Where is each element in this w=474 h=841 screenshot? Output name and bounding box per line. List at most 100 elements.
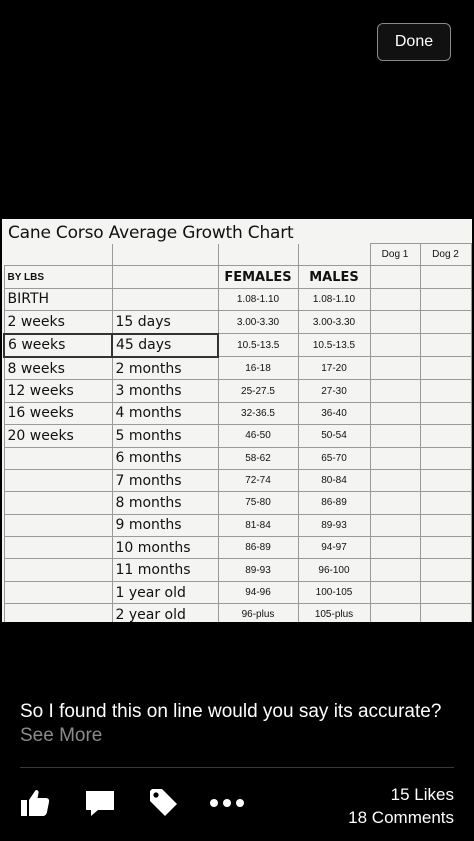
- dog-header-row: Dog 1 Dog 2: [4, 242, 472, 267]
- age-cell: 3 months: [111, 379, 219, 403]
- table-row: 6 weeks 45 days 10.5-13.5 10.5-13.5: [3, 332, 472, 358]
- females-cell: 1.08-1.10: [217, 287, 299, 312]
- caption-text: So I found this on line would you say it…: [20, 701, 442, 722]
- females-cell: 32-36.5: [217, 401, 299, 426]
- comment-icon[interactable]: [82, 785, 118, 821]
- table-row: BIRTH 1.08-1.10 1.08-1.10: [3, 287, 472, 312]
- divider: [20, 767, 454, 768]
- females-cell: 3.00-3.30: [217, 310, 299, 335]
- age-cell: [111, 287, 219, 312]
- males-cell: 94-97: [297, 536, 371, 560]
- like-icon[interactable]: [18, 785, 54, 821]
- tag-icon[interactable]: [146, 785, 182, 821]
- dog-1-header: Dog 1: [369, 242, 421, 267]
- dog-2-cell: [419, 356, 472, 381]
- dog-2-cell: [419, 513, 472, 538]
- dog-2-cell: [419, 603, 472, 622]
- dog-1-cell: [369, 446, 421, 470]
- more-icon[interactable]: [208, 785, 248, 821]
- age-cell: 15 days: [111, 310, 219, 335]
- dog-2-header: Dog 2: [419, 242, 472, 267]
- table-row: 10 months 86-89 94-97: [3, 536, 472, 560]
- table-row: 7 months 72-74 80-84: [3, 468, 472, 493]
- females-cell: 58-62: [217, 446, 299, 470]
- dog-1-cell: [369, 580, 421, 605]
- males-cell: 105-plus: [297, 603, 371, 622]
- dog-2-cell: [419, 536, 472, 560]
- females-header: FEMALES: [217, 265, 299, 289]
- age-cell: 2 year old: [111, 603, 219, 622]
- lbs-cell: [3, 513, 113, 538]
- males-cell: 96-100: [297, 558, 371, 582]
- females-cell: 16-18: [217, 356, 299, 381]
- table-row: 20 weeks 5 months 46-50 50-54: [3, 424, 472, 448]
- age-cell: 7 months: [111, 468, 219, 493]
- age-cell: 8 months: [111, 491, 219, 515]
- dog-1-cell: [369, 536, 421, 560]
- lbs-cell: 2 weeks: [3, 310, 113, 335]
- dog-2-cell: [419, 468, 472, 493]
- table-row: 2 weeks 15 days 3.00-3.30 3.00-3.30: [3, 310, 472, 335]
- likes-count[interactable]: 15 Likes: [390, 785, 454, 804]
- lbs-cell: BIRTH: [3, 287, 113, 312]
- table-row: 12 weeks 3 months 25-27.5 27-30: [3, 379, 472, 403]
- age-cell: 45 days: [111, 332, 219, 358]
- table-row: 16 weeks 4 months 32-36.5 36-40: [3, 401, 472, 426]
- lbs-cell: [3, 536, 113, 560]
- table-row: 8 weeks 2 months 16-18 17-20: [3, 356, 472, 381]
- table-row: 11 months 89-93 96-100: [3, 558, 472, 582]
- dog-2-cell: [419, 401, 472, 426]
- age-cell: 4 months: [111, 401, 219, 426]
- engagement-counts: 15 Likes 18 Comments: [348, 783, 454, 829]
- females-cell: 89-93: [217, 558, 299, 582]
- dog-1-cell: [369, 603, 421, 622]
- age-cell: 6 months: [111, 446, 219, 470]
- males-cell: 65-70: [297, 446, 371, 470]
- males-cell: 86-89: [297, 491, 371, 515]
- lbs-cell: 16 weeks: [3, 401, 113, 426]
- done-button[interactable]: Done: [377, 23, 451, 61]
- males-cell: 80-84: [297, 468, 371, 493]
- dog-1-cell: [369, 333, 421, 358]
- females-cell: 72-74: [217, 468, 299, 493]
- by-lbs-header: BY LBS: [3, 265, 113, 289]
- dog-1-cell: [369, 401, 421, 426]
- table-row: 9 months 81-84 89-93: [3, 513, 472, 538]
- females-cell: 46-50: [217, 424, 299, 448]
- comments-count[interactable]: 18 Comments: [348, 808, 454, 827]
- table-row: 8 months 75-80 86-89: [3, 491, 472, 515]
- chart-title: Cane Corso Average Growth Chart: [8, 223, 294, 243]
- dog-2-cell: [419, 310, 472, 335]
- dog-1-cell: [369, 310, 421, 335]
- dog-2-cell: [419, 491, 472, 515]
- age-cell: 9 months: [111, 513, 219, 538]
- lbs-cell: [3, 580, 113, 605]
- age-cell: 5 months: [111, 424, 219, 448]
- photo[interactable]: Cane Corso Average Growth Chart Dog 1 Do…: [2, 219, 472, 622]
- dog-1-cell: [369, 491, 421, 515]
- lbs-cell: [3, 468, 113, 493]
- column-header-row: BY LBS FEMALES MALES: [3, 265, 472, 289]
- lbs-cell: [3, 603, 113, 622]
- growth-table: Dog 1 Dog 2 BY LBS FEMALES MALES BIRTH 1.…: [3, 242, 472, 622]
- dog-2-cell: [419, 446, 472, 470]
- dog-1-cell: [369, 468, 421, 493]
- lbs-cell: [3, 558, 113, 582]
- dog-2-cell: [419, 379, 472, 403]
- dog-2-cell: [419, 287, 472, 312]
- dog-1-cell: [369, 424, 421, 448]
- males-cell: 10.5-13.5: [297, 333, 371, 358]
- females-cell: 86-89: [217, 536, 299, 560]
- males-cell: 1.08-1.10: [297, 287, 371, 312]
- males-header: MALES: [297, 265, 371, 289]
- dog-2-cell: [419, 580, 472, 605]
- lbs-cell: [3, 446, 113, 470]
- age-cell: 1 year old: [111, 580, 219, 605]
- females-cell: 25-27.5: [217, 379, 299, 403]
- females-cell: 10.5-13.5: [217, 333, 299, 358]
- males-cell: 100-105: [297, 580, 371, 605]
- dog-1-cell: [369, 287, 421, 312]
- see-more-link[interactable]: See More: [20, 725, 103, 746]
- females-cell: 75-80: [217, 491, 299, 515]
